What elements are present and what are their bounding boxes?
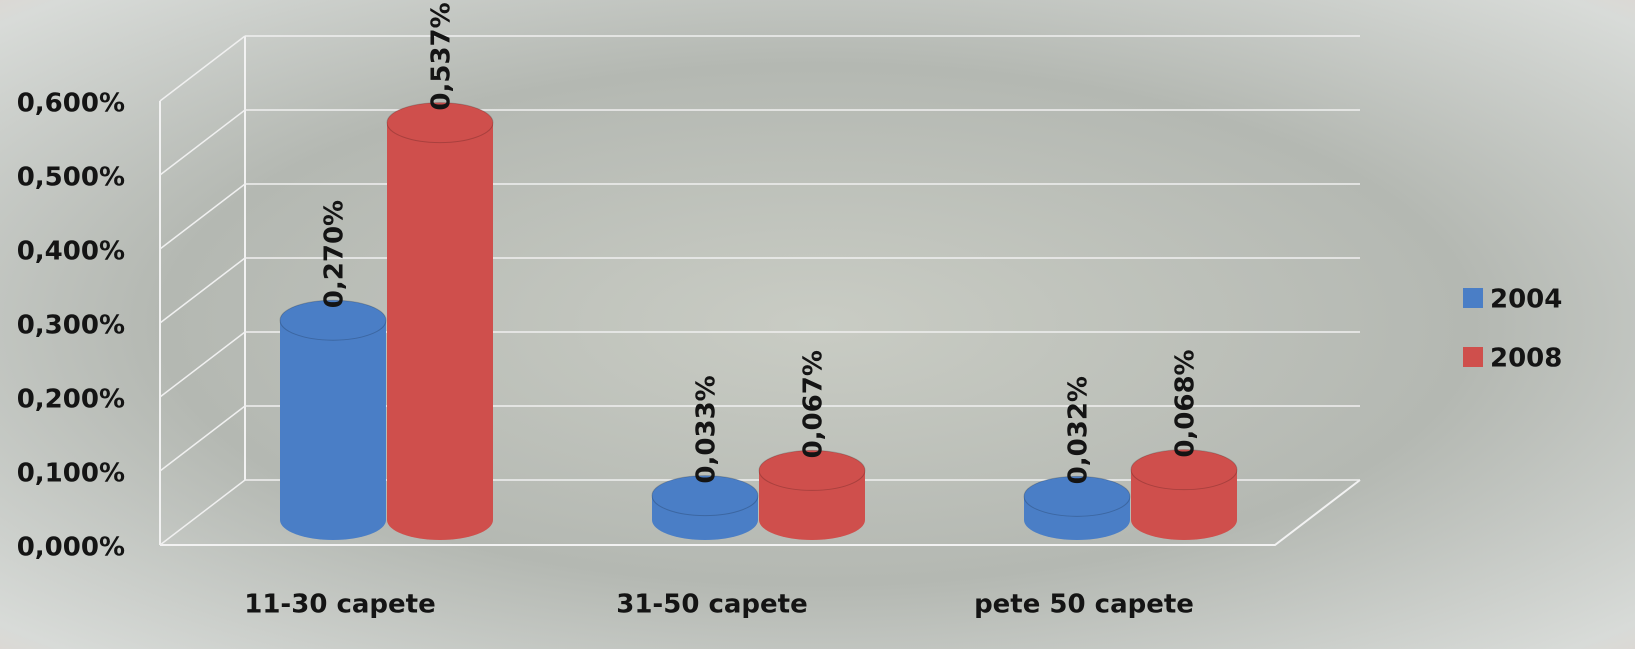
legend-label: 2008 <box>1490 344 1562 374</box>
value-label: 0,033% <box>692 375 722 483</box>
x-tick-label: 11-30 capete <box>244 590 435 620</box>
bar <box>386 102 494 540</box>
grid-line <box>159 35 246 102</box>
value-label: 0,270% <box>320 200 350 308</box>
grid-line <box>159 405 246 472</box>
floor <box>160 479 1361 546</box>
bar <box>1130 449 1238 540</box>
y-tick-label: 0,200% <box>17 385 125 415</box>
bar-top <box>1023 475 1131 517</box>
value-label: 0,068% <box>1171 349 1201 457</box>
y-tick-label: 0,300% <box>17 311 125 341</box>
grid-line <box>159 257 246 324</box>
y-tick-label: 0,000% <box>17 533 125 563</box>
y-tick-label: 0,600% <box>17 89 125 119</box>
bar-top <box>279 299 387 341</box>
y-tick-label: 0,500% <box>17 163 125 193</box>
x-tick-label: pete 50 capete <box>974 590 1194 620</box>
legend-swatch <box>1463 347 1483 367</box>
grid-line <box>159 183 246 250</box>
grid-line <box>159 331 246 398</box>
bar-top <box>651 475 759 517</box>
bar-top <box>1130 449 1238 491</box>
bar <box>758 449 866 540</box>
legend-swatch <box>1463 288 1483 308</box>
bar-side <box>280 320 386 520</box>
bar-side <box>387 122 493 521</box>
bar-top <box>386 102 494 144</box>
legend-label: 2004 <box>1490 285 1562 315</box>
bar-top <box>758 449 866 491</box>
y-tick-label: 0,400% <box>17 237 125 267</box>
value-label: 0,537% <box>427 2 457 110</box>
bar <box>1023 475 1131 540</box>
value-label: 0,067% <box>799 350 829 458</box>
y-tick-label: 0,100% <box>17 459 125 489</box>
bar <box>279 299 387 540</box>
x-tick-label: 31-50 capete <box>616 590 807 620</box>
value-label: 0,032% <box>1064 376 1094 484</box>
bar <box>651 475 759 540</box>
grid-line <box>159 109 246 176</box>
grid-line <box>159 479 246 546</box>
